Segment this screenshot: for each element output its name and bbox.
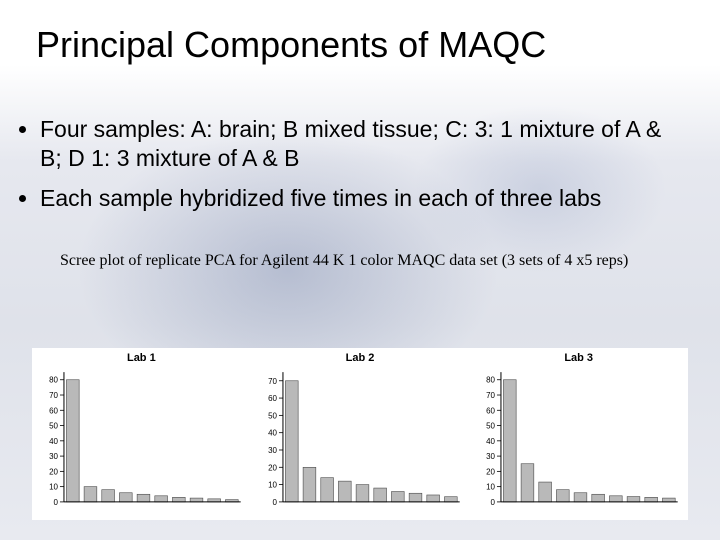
svg-text:50: 50 [486,422,495,431]
bar-chart-lab2: 0 10 20 30 40 50 60 70 [255,368,466,516]
chart-title: Lab 1 [32,352,251,364]
svg-text:50: 50 [49,422,58,431]
svg-text:70: 70 [268,377,277,386]
chart-caption: Scree plot of replicate PCA for Agilent … [0,236,720,274]
svg-text:0: 0 [272,498,277,507]
bar-chart-lab3: 0 10 20 30 40 50 60 70 80 [473,368,684,516]
svg-text:10: 10 [486,483,495,492]
svg-text:30: 30 [49,452,58,461]
svg-text:0: 0 [491,498,496,507]
svg-text:80: 80 [49,376,58,385]
svg-text:30: 30 [486,452,495,461]
bullet-item: Four samples: A: brain; B mixed tissue; … [40,115,684,174]
svg-text:60: 60 [268,394,277,403]
svg-text:60: 60 [486,406,495,415]
svg-text:80: 80 [486,376,495,385]
chart-title: Lab 2 [251,352,470,364]
slide-title: Principal Components of MAQC [0,0,720,74]
charts-container: Lab 1 0 10 20 30 40 50 60 70 80 Lab 2 0 10 20 30 40 5… [32,348,688,520]
svg-text:20: 20 [486,467,495,476]
svg-text:40: 40 [268,429,277,438]
bullet-list: Four samples: A: brain; B mixed tissue; … [0,97,720,213]
svg-text:70: 70 [486,391,495,400]
chart-panel-lab1: Lab 1 0 10 20 30 40 50 60 70 80 [32,348,251,520]
bar-chart-lab1: 0 10 20 30 40 50 60 70 80 [36,368,247,516]
svg-text:10: 10 [49,483,58,492]
svg-text:30: 30 [268,446,277,455]
svg-text:20: 20 [49,467,58,476]
svg-text:50: 50 [268,411,277,420]
svg-text:10: 10 [268,481,277,490]
svg-text:70: 70 [49,391,58,400]
bullet-item: Each sample hybridized five times in eac… [40,184,684,213]
svg-text:60: 60 [49,406,58,415]
svg-text:40: 40 [486,437,495,446]
svg-text:0: 0 [54,498,59,507]
svg-text:20: 20 [268,463,277,472]
chart-panel-lab2: Lab 2 0 10 20 30 40 50 60 70 [251,348,470,520]
chart-panel-lab3: Lab 3 0 10 20 30 40 50 60 70 80 [469,348,688,520]
svg-text:40: 40 [49,437,58,446]
chart-title: Lab 3 [469,352,688,364]
